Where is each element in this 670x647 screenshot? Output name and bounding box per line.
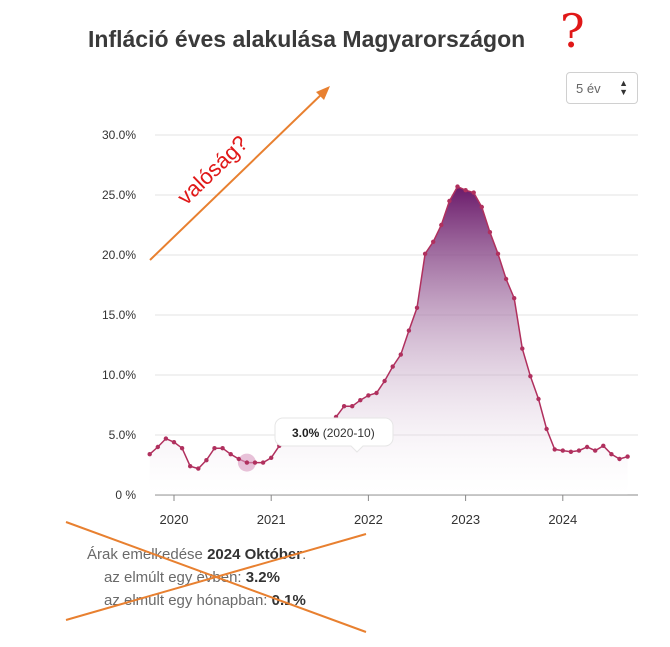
yearly-value: 3.2% [245, 569, 280, 586]
data-point [398, 352, 403, 357]
data-point [382, 378, 387, 384]
data-point [503, 276, 509, 282]
monthly-label: az elmúlt egy hónapban: [104, 592, 272, 609]
period-select[interactable]: 5 év ▲ ▼ [566, 72, 638, 104]
period-select-value: 5 év [576, 81, 601, 96]
data-point [252, 460, 258, 465]
data-point [552, 447, 557, 452]
data-point [414, 305, 420, 310]
stats-yearly: az elmúlt egy évben: 3.2% [87, 566, 306, 589]
data-point [431, 239, 436, 244]
data-point [341, 404, 347, 409]
data-point [204, 458, 209, 463]
y-tick-label: 10.0% [102, 368, 136, 382]
data-point [196, 466, 201, 471]
annotation-arrowhead [316, 86, 330, 100]
data-point [171, 440, 177, 445]
data-point [269, 455, 274, 460]
x-tick-label: 2023 [451, 512, 480, 527]
data-point [568, 449, 574, 454]
x-tick-label: 2024 [548, 512, 577, 527]
tooltip-period: (2020-10) [319, 426, 374, 440]
annotation-text: valóság? [172, 130, 253, 209]
data-point [584, 444, 590, 450]
data-point [163, 436, 169, 441]
price-stats: Árak emelkedése 2024 Október: az elmúlt … [87, 543, 306, 612]
data-point [528, 374, 533, 379]
data-point [593, 448, 598, 453]
x-tick-label: 2021 [257, 512, 286, 527]
stats-headline: Árak emelkedése 2024 Október: [87, 543, 306, 566]
yearly-label: az elmúlt egy évben: [104, 569, 246, 586]
up-down-arrows-icon: ▲ ▼ [619, 78, 628, 97]
data-point [520, 346, 525, 351]
data-point [228, 452, 233, 457]
data-point [447, 198, 452, 204]
question-mark-annotation: ? [560, 4, 585, 58]
x-tick-label: 2022 [354, 512, 383, 527]
data-point [350, 404, 355, 409]
data-point [495, 251, 501, 256]
data-point [536, 396, 541, 402]
stats-prefix: Árak emelkedése [87, 546, 208, 563]
series-area [149, 186, 628, 495]
data-point [212, 446, 217, 451]
data-point [471, 190, 476, 195]
data-point [366, 393, 371, 398]
data-point [576, 448, 582, 453]
data-point [422, 251, 428, 256]
data-point [487, 230, 493, 235]
data-point [617, 456, 622, 462]
stats-monthly: az elmúlt egy hónapban: 0.1% [87, 589, 306, 612]
data-point [601, 443, 606, 448]
monthly-value: 0.1% [271, 592, 306, 609]
data-point [544, 426, 549, 432]
data-point [406, 328, 412, 333]
y-tick-label: 20.0% [102, 248, 136, 262]
data-point [244, 460, 250, 465]
data-point [260, 460, 266, 465]
data-point [439, 222, 444, 228]
data-point [155, 444, 160, 450]
data-point [560, 448, 565, 453]
y-tick-label: 30.0% [102, 128, 136, 142]
data-point [463, 188, 468, 193]
data-point [220, 446, 225, 451]
data-point [479, 204, 484, 210]
data-point [179, 446, 185, 451]
tooltip-value: 3.0% [292, 426, 320, 440]
data-point [625, 454, 630, 459]
tooltip-text: 3.0% (2020-10) [292, 426, 375, 440]
data-point [236, 456, 241, 462]
data-point [147, 452, 152, 457]
annotation-arrow-line [149, 89, 327, 261]
x-tick-label: 2020 [160, 512, 189, 527]
data-point [188, 464, 193, 469]
data-point [512, 296, 517, 301]
y-tick-label: 15.0% [102, 308, 136, 322]
y-tick-label: 0 % [115, 488, 136, 502]
data-point [455, 184, 460, 189]
tooltip-box [274, 417, 394, 453]
y-tick-label: 25.0% [102, 188, 136, 202]
data-point [374, 390, 379, 396]
stats-period: 2024 Október [207, 546, 303, 563]
data-point [390, 364, 395, 369]
data-point [609, 452, 614, 457]
stats-suffix: : [302, 546, 307, 563]
y-tick-label: 5.0% [109, 428, 137, 442]
data-point [358, 398, 363, 403]
chart-title: Infláció éves alakulása Magyarországon [88, 26, 526, 52]
